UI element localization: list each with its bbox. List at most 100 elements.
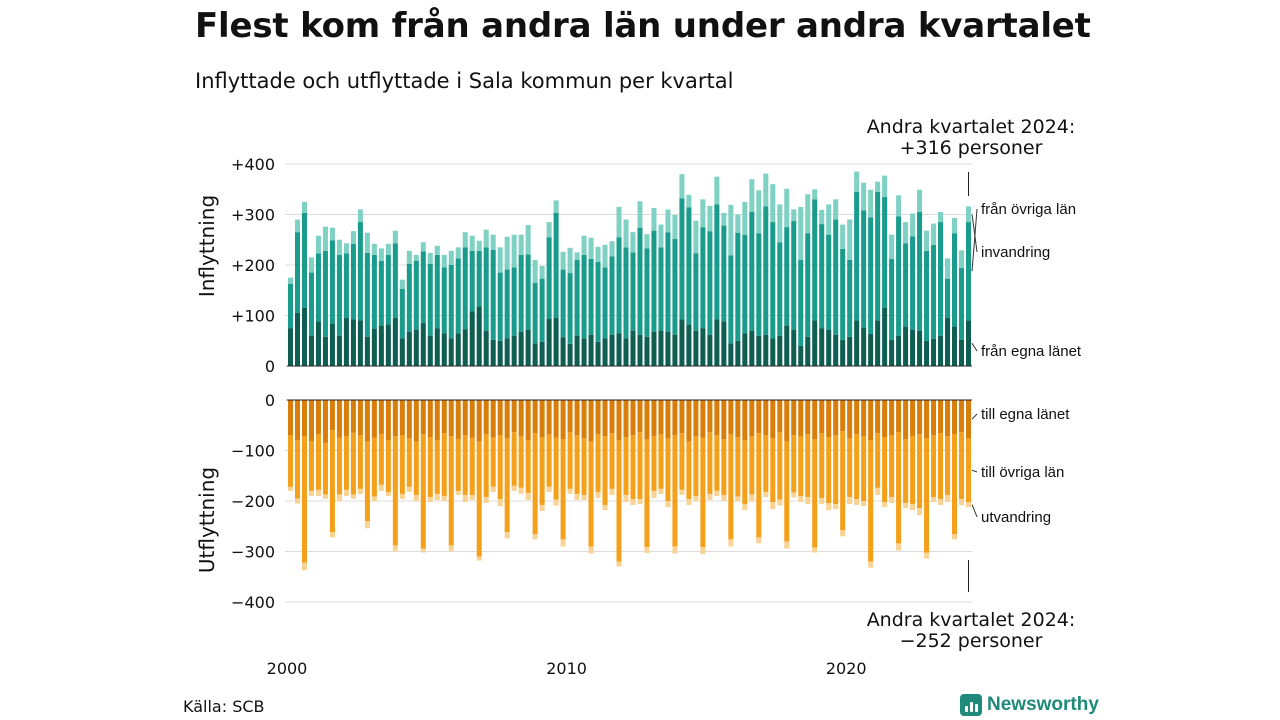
bar-in-s0-41 [574,335,580,366]
bar-in-s0-9 [350,319,356,366]
bar-in-s2-81 [854,171,860,192]
newsworthy-logo[interactable]: Newsworthy [960,693,1099,717]
bar-out-s2-21 [434,493,440,500]
bar-in-s2-12 [371,243,377,255]
bar-out-s1-37 [546,434,552,487]
bar-out-s0-47 [616,400,622,441]
bar-in-s1-59 [700,227,706,329]
bar-out-s0-15 [392,400,398,437]
bar-out-s0-68 [763,400,769,436]
bar-in-s1-54 [665,232,671,332]
bar-out-s2-49 [630,498,636,506]
bar-in-s2-45 [602,244,608,268]
bar-out-s1-4 [315,434,321,490]
bar-in-s0-89 [910,329,916,366]
bar-in-s2-47 [616,206,622,238]
bar-out-s1-36 [539,437,545,506]
bar-out-s0-7 [336,400,342,438]
bar-out-s2-89 [910,504,916,511]
bar-in-s0-23 [448,338,454,366]
bar-out-s1-82 [861,436,867,501]
bar-in-s2-17 [406,250,412,264]
bar-in-s1-13 [378,260,384,326]
bar-in-s0-55 [672,334,678,366]
bar-out-s1-44 [595,434,601,492]
bar-out-s0-60 [707,400,713,433]
bar-in-s2-23 [448,250,454,265]
bar-out-s0-2 [301,400,307,437]
bar-in-s0-54 [665,331,671,366]
bar-out-s2-46 [609,488,615,495]
bar-in-s2-62 [721,212,727,226]
bar-out-s1-51 [644,439,650,547]
bar-in-s2-86 [889,234,895,259]
bar-in-s2-66 [749,179,755,212]
bar-out-s2-97 [965,502,972,508]
annotation-in-line-1: +316 personer [900,137,1043,159]
bar-out-s0-27 [476,400,482,442]
y-tick-in-4: +400 [231,155,275,174]
bar-out-s0-65 [742,400,748,441]
bar-in-s2-21 [434,245,440,255]
bar-in-s2-68 [763,173,769,207]
bar-out-s1-7 [336,437,342,495]
bar-out-s0-97 [965,400,972,439]
bar-out-s1-11 [364,441,370,522]
bar-out-s2-6 [329,532,335,538]
bar-out-s2-12 [371,496,377,502]
bar-out-s0-42 [581,400,587,439]
bar-in-s2-30 [497,247,503,273]
bar-out-s1-55 [672,435,678,547]
bar-in-s2-24 [455,247,461,259]
bar-in-s0-85 [882,307,888,366]
bar-in-s2-69 [770,184,776,223]
bar-in-s0-19 [420,323,426,366]
bar-in-s0-81 [854,320,860,366]
bar-out-s1-85 [882,437,888,503]
bar-in-s0-83 [868,333,874,366]
bar-in-s0-93 [938,335,944,366]
bar-in-s2-75 [812,189,818,200]
bar-out-s1-1 [294,440,300,499]
bar-in-s1-36 [539,278,545,342]
bar-out-s0-83 [868,400,874,441]
bar-in-s0-5 [322,336,328,366]
bar-in-s1-79 [840,248,846,340]
bar-in-s1-5 [322,250,328,337]
bar-out-s2-40 [567,488,573,494]
bar-in-s1-63 [728,255,734,344]
bar-in-s1-27 [476,250,482,307]
bar-in-s1-62 [721,225,727,322]
bar-in-s2-96 [959,250,965,269]
bar-in-s0-15 [392,318,398,366]
bar-in-s1-35 [532,282,538,344]
bar-in-s0-91 [924,340,930,366]
bar-in-s0-11 [364,336,370,366]
bar-out-s1-17 [406,438,412,487]
bar-in-s2-79 [840,224,846,249]
bar-out-s2-22 [441,495,447,501]
bar-out-s1-70 [777,432,783,500]
bar-in-s0-44 [595,341,601,366]
bar-in-s2-25 [462,232,468,248]
bar-out-s2-27 [476,556,482,561]
bar-in-s1-50 [637,227,643,335]
bar-in-s0-7 [336,335,342,366]
bar-in-s0-18 [413,329,419,366]
bar-in-s2-3 [308,257,314,273]
bar-out-s2-3 [308,490,314,496]
bar-in-s2-4 [315,235,321,254]
bar-in-s0-96 [959,339,965,366]
bar-in-s1-91 [924,250,930,341]
bar-in-s0-34 [525,329,531,366]
bar-in-s0-14 [385,324,391,366]
bar-in-s0-71 [784,325,790,366]
bar-in-s1-83 [868,217,874,334]
bar-in-s0-6 [329,323,335,366]
bar-out-s1-94 [945,436,951,495]
bar-in-s2-48 [623,219,629,248]
bar-in-s2-39 [560,251,566,270]
bar-out-s0-44 [595,400,601,435]
bar-out-s1-50 [637,432,643,499]
bar-out-s0-66 [749,400,755,437]
